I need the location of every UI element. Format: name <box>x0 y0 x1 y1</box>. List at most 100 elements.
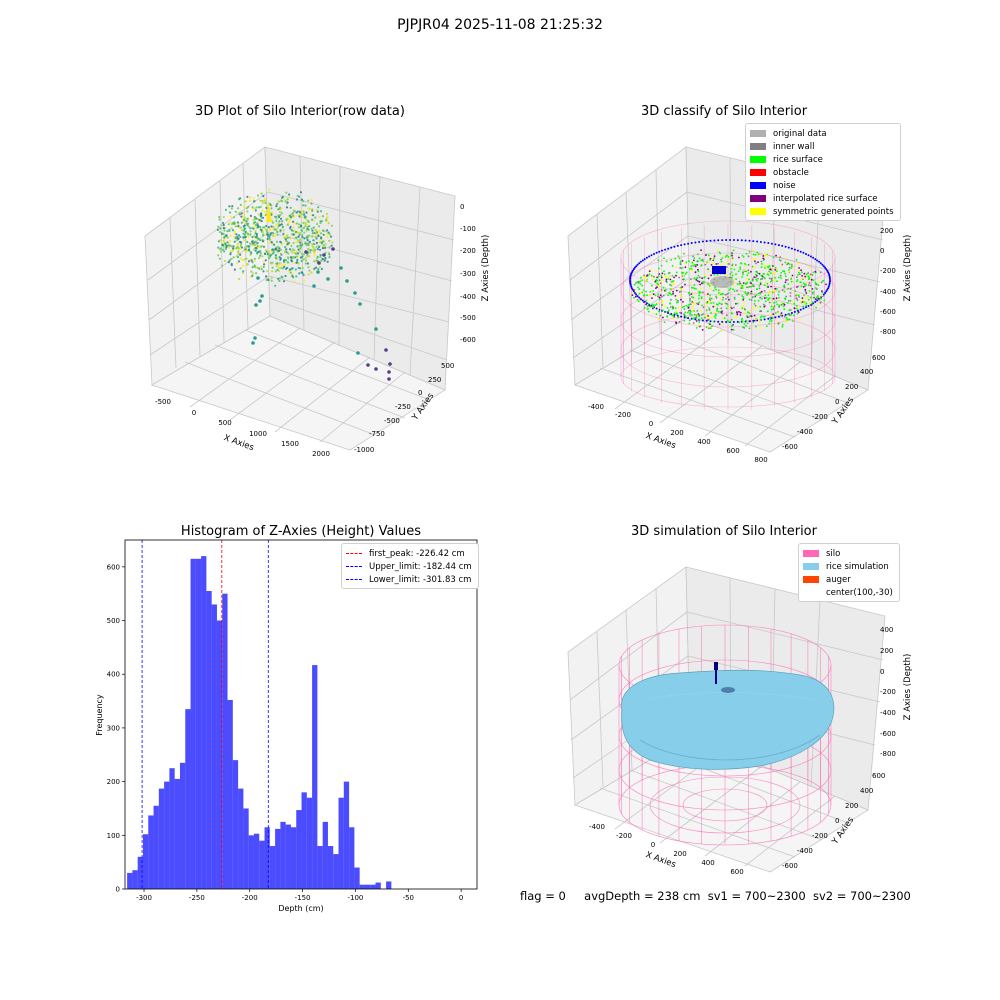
classify-surface-point <box>808 290 811 292</box>
raw-point <box>324 251 327 254</box>
classify-surface-point <box>763 253 766 256</box>
classify-noise-point <box>818 260 821 263</box>
classify-surface-point <box>725 307 728 310</box>
raw-point <box>217 225 220 228</box>
figure-title: PJPJR04 2025-11-08 21:25:32 <box>397 17 603 33</box>
raw-point <box>225 234 228 237</box>
classify-surface-point <box>772 326 775 328</box>
classify-noise-point <box>629 280 632 283</box>
raw-point <box>310 271 313 274</box>
classify-surface-point <box>738 310 740 313</box>
raw-point <box>330 244 333 247</box>
raw-point <box>236 239 239 242</box>
classify-surface-point <box>658 279 661 282</box>
raw-point <box>247 225 250 228</box>
raw-point <box>286 266 289 270</box>
raw-point <box>239 243 243 246</box>
raw-point <box>219 239 222 242</box>
raw-point <box>221 248 224 251</box>
classify-surface-point <box>692 287 694 289</box>
raw-point <box>299 256 303 259</box>
raw-point <box>249 230 252 233</box>
classify-surface-point <box>798 306 801 309</box>
classify-surface-point <box>820 301 822 304</box>
classify-surface-point <box>712 302 715 304</box>
classify-surface-point <box>658 285 660 288</box>
raw-xtick: 2000 <box>312 450 330 458</box>
classify-surface-point <box>707 268 709 270</box>
classify-surface-point <box>795 305 798 307</box>
raw-ztick: -400 <box>460 293 476 301</box>
classify-surface-point <box>767 266 770 269</box>
raw-point <box>237 252 240 255</box>
classify-noise-point <box>824 266 827 269</box>
classify-surface-point <box>794 290 797 293</box>
classify-noise-point <box>752 319 755 322</box>
classify-xtick: 600 <box>726 447 739 455</box>
classify-noise-point <box>629 282 632 285</box>
raw-point <box>261 209 264 212</box>
raw-point <box>292 261 295 265</box>
classify-surface-point <box>728 305 731 308</box>
classify-surface-point <box>681 286 684 288</box>
classify-surface-point <box>783 270 786 272</box>
classify-surface-point <box>742 298 745 301</box>
classify-surface-point <box>768 322 771 325</box>
raw-point <box>326 233 329 236</box>
classify-surface-point <box>693 287 696 290</box>
classify-surface-point <box>640 276 642 279</box>
classify-surface-point <box>723 255 726 257</box>
status-flag: flag = 0 <box>520 889 566 903</box>
classify-surface-point <box>666 307 669 309</box>
classify-surface-point <box>710 302 712 304</box>
raw-outlier-point <box>253 336 257 340</box>
raw-point <box>231 229 234 232</box>
raw-point <box>223 229 226 232</box>
classify-surface-point <box>736 311 738 313</box>
classify-surface-point <box>681 306 684 309</box>
classify-surface-point <box>812 279 815 281</box>
raw-point <box>298 213 301 216</box>
classify-noise-point <box>827 271 830 274</box>
classify-surface-point <box>713 257 716 259</box>
classify-noise-point <box>636 295 639 298</box>
classify-surface-point <box>743 323 746 325</box>
classify-surface-point <box>707 262 709 264</box>
classify-surface-point <box>755 318 757 321</box>
raw-point <box>317 229 320 232</box>
raw-point <box>306 239 309 242</box>
raw-point <box>218 218 221 221</box>
classify-surface-point <box>770 308 773 311</box>
classify-surface-point <box>706 302 708 304</box>
raw-ytick: 0 <box>418 389 422 397</box>
raw-point <box>256 226 260 229</box>
raw-point <box>295 198 298 201</box>
classify-yaxis-ticks: 600 400 200 0 -200 -400 -600 <box>782 354 885 451</box>
raw-point <box>305 211 308 214</box>
raw-point <box>322 244 325 247</box>
classify-surface-point <box>672 292 674 295</box>
classify-noise-point <box>767 317 770 320</box>
raw-point <box>328 256 331 259</box>
raw-point <box>324 243 327 246</box>
raw-point <box>265 279 268 282</box>
raw-point <box>279 258 282 261</box>
raw-point <box>307 220 310 224</box>
classify-noise-point <box>805 253 807 255</box>
raw-point <box>271 266 274 269</box>
legend-label: auger <box>826 574 851 585</box>
classify-surface-point <box>674 257 677 260</box>
classify-surface-point <box>753 314 756 317</box>
classify-noise-point <box>725 321 728 323</box>
raw-point <box>320 267 323 271</box>
classify-noise-point <box>752 240 755 243</box>
raw-point <box>240 215 243 218</box>
raw-point <box>298 272 301 275</box>
raw-point <box>302 273 305 276</box>
raw-point <box>313 254 316 257</box>
classify-surface-point <box>693 313 696 316</box>
classify-surface-point <box>744 308 746 311</box>
raw-point <box>240 221 243 224</box>
raw-point <box>223 259 227 263</box>
classify-surface-point <box>695 279 698 281</box>
